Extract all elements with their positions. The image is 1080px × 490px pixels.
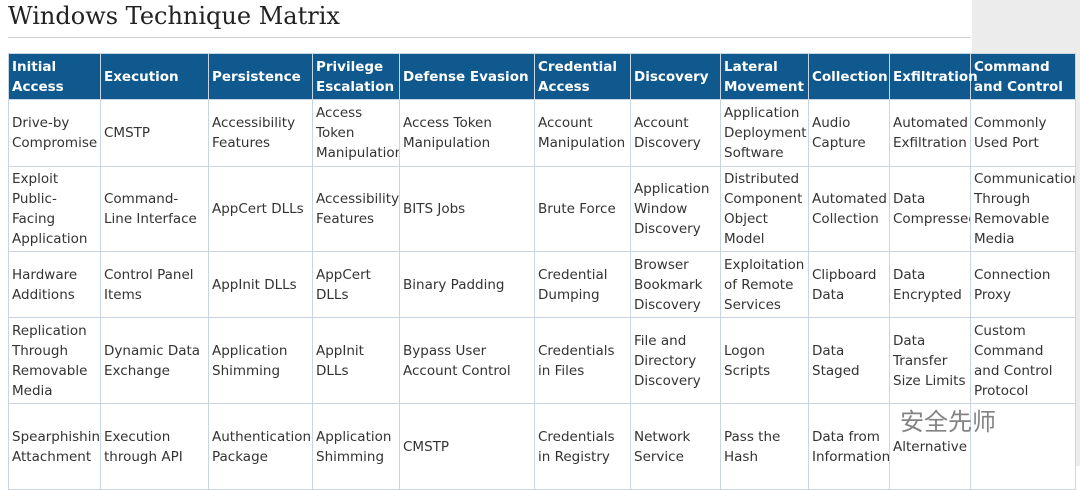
watermark: 安全先师 [900,408,996,436]
table-cell: Credentials in Registry [534,403,631,490]
table-row: Drive-by Compromise CMSTP Accessibility Fe… [8,99,1076,167]
table-cell: Browser Bookmark Discovery [630,251,721,318]
column-header: Lateral Movement [720,53,809,100]
table-cell: Communication Through Removable Media [970,166,1076,252]
table-cell: Control Panel Items [100,251,209,318]
table-cell: Account Manipulation [534,99,631,167]
table-cell: BITS Jobs [399,166,535,252]
table-cell: File and Directory Discovery [630,317,721,404]
table-cell: Accessibility Features [208,99,313,167]
table-cell: Replication Through Removable Media [8,317,101,404]
table-cell: Brute Force [534,166,631,252]
table-cell: AppInit DLLs [312,317,400,404]
table-cell: Data from Information [808,403,890,490]
table-cell: Exploit Public-Facing Application [8,166,101,252]
table-cell: AppCert DLLs [208,166,313,252]
column-header: Privilege Escalation [312,53,400,100]
table-cell: Data Staged [808,317,890,404]
table-cell: Binary Padding [399,251,535,318]
table-cell: Command-Line Interface [100,166,209,252]
table-cell: Authentication Package [208,403,313,490]
page-title: Windows Technique Matrix [8,2,340,30]
table-cell: Application Window Discovery [630,166,721,252]
table-cell: Logon Scripts [720,317,809,404]
table-cell: Access Token Manipulation [399,99,535,167]
table-cell: Data Encrypted [889,251,971,318]
table-row: Exploit Public-Facing Application Command… [8,166,1076,252]
table-cell: Automated Exfiltration [889,99,971,167]
table-cell: Credentials in Files [534,317,631,404]
table-cell: Data Transfer Size Limits [889,317,971,404]
table-cell: Connection Proxy [970,251,1076,318]
table-cell: Pass the Hash [720,403,809,490]
table-cell: Account Discovery [630,99,721,167]
column-header: Collection [808,53,890,100]
table-cell: Data Compressed [889,166,971,252]
table-cell: Distributed Component Object Model [720,166,809,252]
table-row: Replication Through Removable Media Dynam… [8,317,1076,404]
table-cell: AppCert DLLs [312,251,400,318]
column-header: Execution [100,53,209,100]
table-cell: Application Shimming [312,403,400,490]
table-cell: Access Token Manipulation [312,99,400,167]
table-cell: Application Deployment Software [720,99,809,167]
table-cell: Audio Capture [808,99,890,167]
column-header: Discovery [630,53,721,100]
page: Windows Technique Matrix Initial Access E… [8,0,1080,490]
table-cell: Dynamic Data Exchange [100,317,209,404]
table-cell: CMSTP [100,99,209,167]
table-cell: Automated Collection [808,166,890,252]
table-row: Hardware Additions Control Panel Items App… [8,251,1076,318]
column-header: Credential Access [534,53,631,100]
table-cell: CMSTP [399,403,535,490]
header-row: Initial Access Execution Persistence Privil… [8,53,1076,100]
table-cell: Network Service [630,403,721,490]
table-cell: Exploitation of Remote Services [720,251,809,318]
column-header: Initial Access [8,53,101,100]
table-cell: Execution through API [100,403,209,490]
column-header: Command and Control [970,53,1076,100]
table-cell: Drive-by Compromise [8,99,101,167]
column-header: Persistence [208,53,313,100]
table-cell: Credential Dumping [534,251,631,318]
table-cell: Bypass User Account Control [399,317,535,404]
table-cell: Application Shimming [208,317,313,404]
table-cell: AppInit DLLs [208,251,313,318]
table-cell: Accessibility Features [312,166,400,252]
column-header: Defense Evasion [399,53,535,100]
table-cell: Custom Command and Control Protocol [970,317,1076,404]
table-cell: Spearphishing Attachment [8,403,101,490]
title-rule [8,37,970,38]
table-cell: Hardware Additions [8,251,101,318]
table-cell: Clipboard Data [808,251,890,318]
column-header: Exfiltration [889,53,978,100]
table-cell: Commonly Used Port [970,99,1076,167]
